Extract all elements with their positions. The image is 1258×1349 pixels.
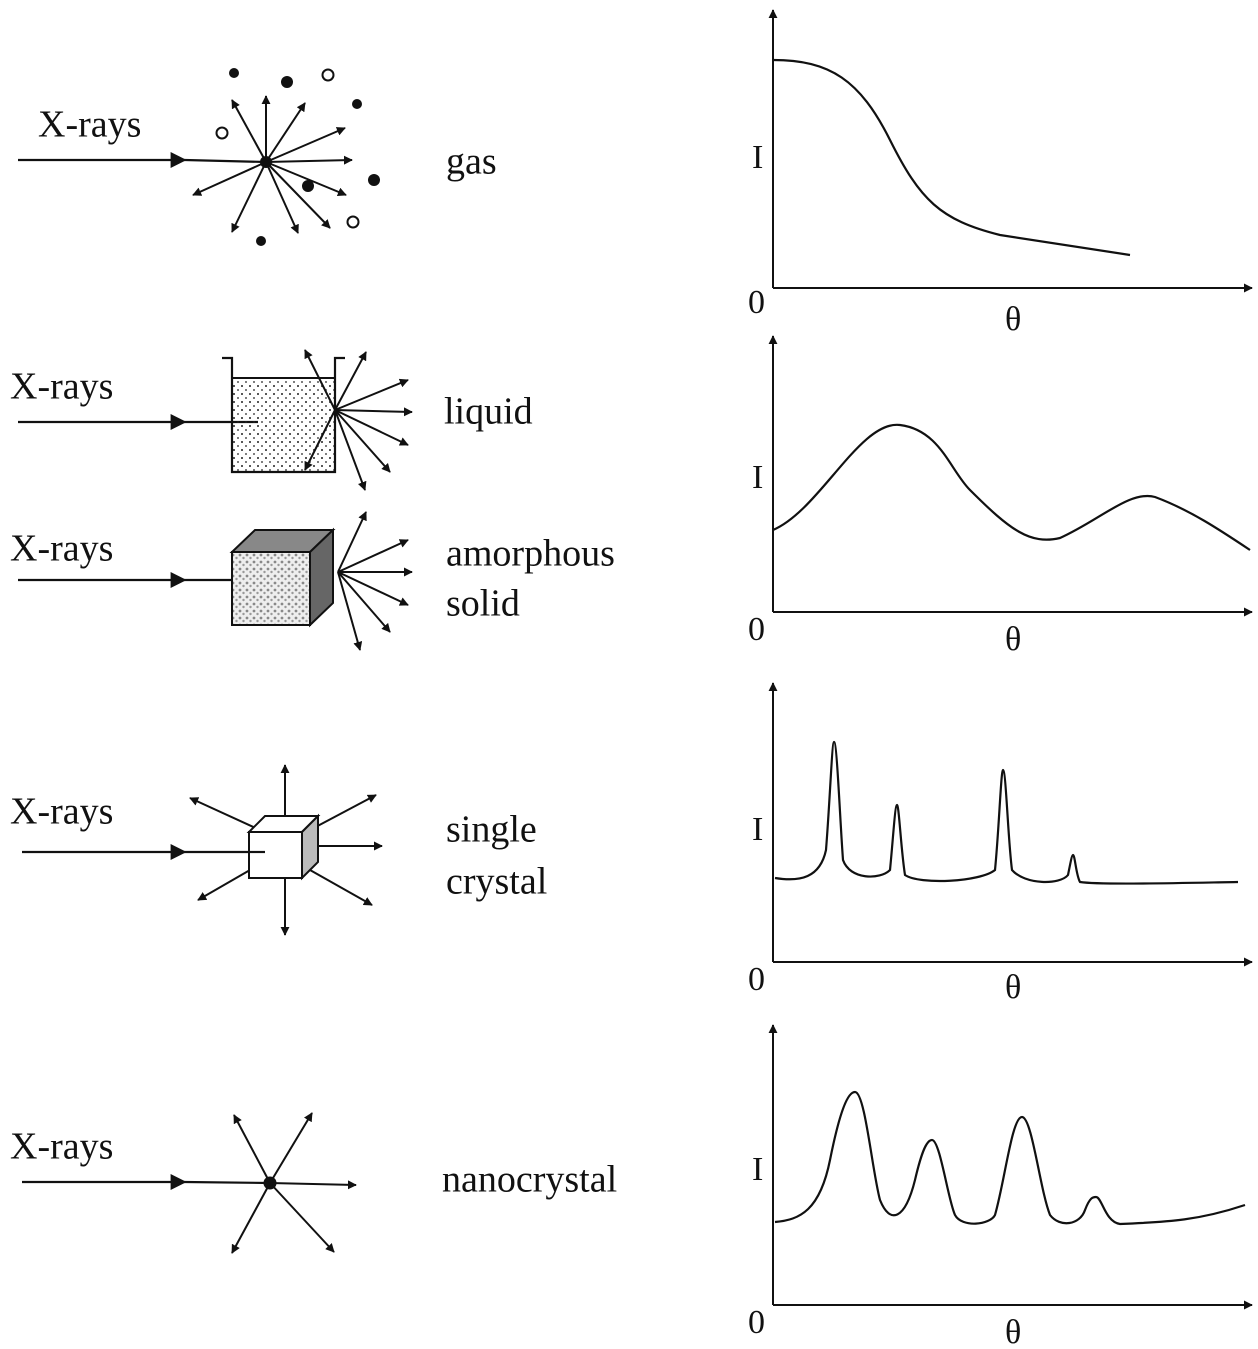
beam-label: X-rays <box>10 366 113 408</box>
x-axis-label: θ <box>1005 301 1021 338</box>
sample-label: amorphous <box>446 533 615 575</box>
sample-gas <box>18 68 380 246</box>
sample-label: gas <box>446 141 497 183</box>
x-axis-label: θ <box>1005 1314 1021 1349</box>
sample-liquid <box>18 349 413 491</box>
y-axis-label: I <box>752 459 763 496</box>
sample-label: liquid <box>444 391 533 433</box>
sample-label: nanocrystal <box>442 1159 617 1201</box>
origin-label: 0 <box>748 1304 765 1341</box>
pattern-curves <box>772 58 1251 1226</box>
beam-label: X-rays <box>10 1126 113 1168</box>
labels: X-rays gas X-rays liquid X-rays amorphous soli… <box>10 104 1021 1349</box>
sample-nanocrystal <box>22 1112 357 1254</box>
origin-label: 0 <box>748 611 765 648</box>
sample-amorphous <box>18 511 413 651</box>
beam-label: X-rays <box>10 791 113 833</box>
beam-label: X-rays <box>38 104 141 146</box>
origin-label: 0 <box>748 961 765 998</box>
sample-label: solid <box>446 583 520 625</box>
beam-label: X-rays <box>10 528 113 570</box>
y-axis-label: I <box>752 811 763 848</box>
y-axis-label: I <box>752 139 763 176</box>
plot-axes <box>768 9 1253 1310</box>
sample-single-crystal <box>22 764 383 936</box>
sample-label: crystal <box>446 861 547 903</box>
x-axis-label: θ <box>1005 621 1021 658</box>
sample-label: single <box>446 809 537 851</box>
origin-label: 0 <box>748 284 765 321</box>
y-axis-label: I <box>752 1151 763 1188</box>
x-axis-label: θ <box>1005 969 1021 1006</box>
